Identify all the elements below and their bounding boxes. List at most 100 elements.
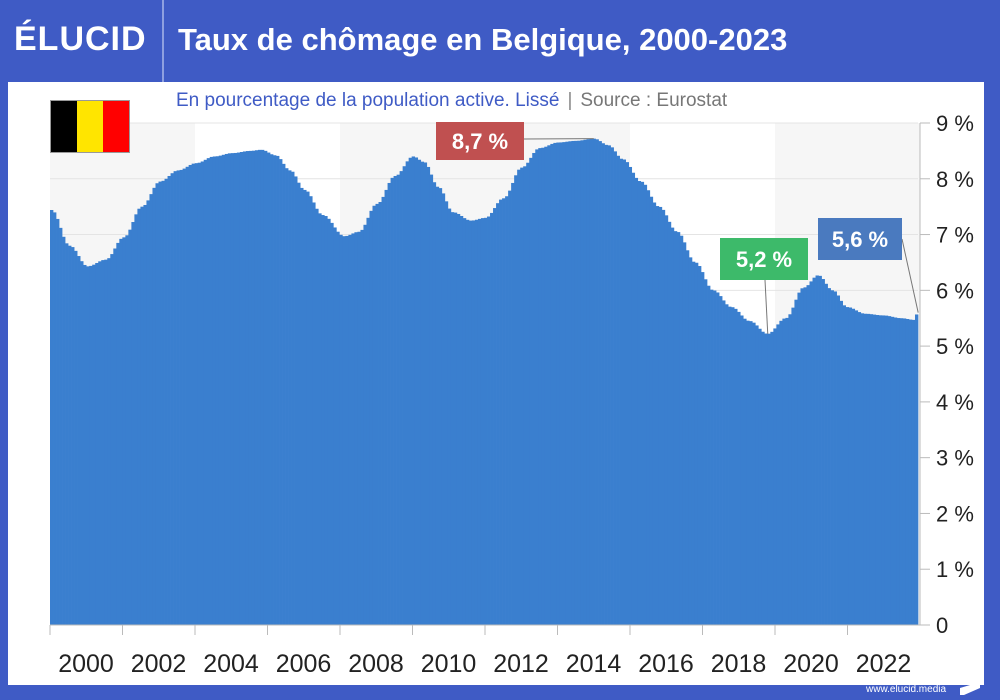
bar [89, 265, 93, 625]
footer-url[interactable]: www.elucid.media [866, 684, 947, 695]
bar [381, 196, 385, 625]
bar [809, 281, 813, 625]
bar [505, 196, 509, 626]
bar [399, 171, 403, 626]
bar [613, 151, 617, 625]
bar [734, 308, 738, 625]
belgium-flag-icon [50, 100, 130, 153]
bar [122, 237, 126, 625]
bar [818, 275, 822, 625]
bar [119, 238, 123, 625]
bar [282, 163, 286, 626]
bar [800, 288, 804, 625]
bar [191, 163, 196, 625]
bar [565, 141, 569, 625]
bar [197, 162, 202, 625]
bar [200, 161, 205, 626]
bar [716, 292, 720, 625]
bar [285, 168, 289, 625]
bar [357, 231, 361, 625]
bar [429, 174, 434, 625]
bar [98, 261, 102, 625]
annotations: 8,7 % 5,2 % 5,6 % [436, 122, 919, 334]
bar [550, 143, 554, 626]
bar [393, 175, 397, 626]
flag-yellow-stripe [77, 101, 103, 152]
bar [155, 183, 159, 625]
elucid-mark-icon [960, 682, 980, 695]
bar [673, 231, 678, 625]
bar [270, 154, 274, 625]
bar [887, 316, 892, 625]
bar [719, 296, 723, 625]
bar [637, 181, 642, 625]
bar [68, 245, 72, 625]
bar [212, 156, 217, 625]
x-tick-label: 2006 [276, 650, 332, 678]
bar [682, 242, 687, 625]
bar [646, 190, 651, 626]
y-tick-label: 2 % [936, 501, 974, 526]
bar [490, 212, 494, 625]
bar [857, 312, 862, 625]
bar [80, 261, 84, 625]
bar [101, 260, 105, 625]
bar [902, 318, 907, 625]
bar [402, 166, 406, 626]
bar [854, 310, 859, 625]
bar [77, 256, 81, 625]
y-tick-label: 4 % [936, 390, 974, 415]
bar [267, 152, 271, 625]
bar [59, 227, 63, 626]
bar [836, 295, 840, 625]
bar [86, 266, 90, 625]
header-divider [162, 0, 164, 82]
bar [827, 288, 831, 625]
bar [480, 218, 485, 626]
bar [803, 287, 807, 625]
bar [544, 146, 548, 625]
bar [441, 193, 446, 626]
bar [432, 182, 437, 626]
bar [134, 214, 138, 625]
bar [899, 318, 904, 625]
bar [794, 299, 798, 625]
bar [655, 206, 660, 626]
bar [761, 331, 765, 625]
bar [610, 147, 614, 625]
bar [541, 147, 545, 626]
x-tick-label: 2012 [493, 650, 549, 678]
bar [604, 144, 608, 626]
bar [607, 145, 611, 625]
bar [526, 162, 530, 626]
bar [502, 198, 506, 626]
bar [842, 305, 847, 625]
bar [324, 216, 328, 625]
bar [339, 234, 343, 625]
bar [643, 184, 648, 626]
bar [577, 140, 581, 625]
bar [110, 254, 114, 625]
page-title: Taux de chômage en Belgique, 2000-2023 [178, 22, 788, 57]
bar [321, 215, 325, 625]
bar [384, 189, 388, 625]
bar [586, 139, 590, 625]
bar [896, 318, 901, 625]
bar [535, 149, 539, 625]
bar [257, 149, 262, 625]
bar [471, 220, 476, 626]
bar [260, 149, 265, 625]
bar [890, 316, 895, 625]
bar [221, 154, 226, 626]
bar [556, 142, 560, 625]
x-tick-label: 2018 [711, 650, 767, 678]
bar [649, 196, 654, 626]
bar [251, 150, 256, 625]
bar [568, 141, 572, 625]
bar [514, 175, 518, 626]
bar [161, 180, 165, 625]
bar [62, 236, 66, 626]
x-tick-label: 2010 [421, 650, 477, 678]
bar [288, 170, 292, 625]
